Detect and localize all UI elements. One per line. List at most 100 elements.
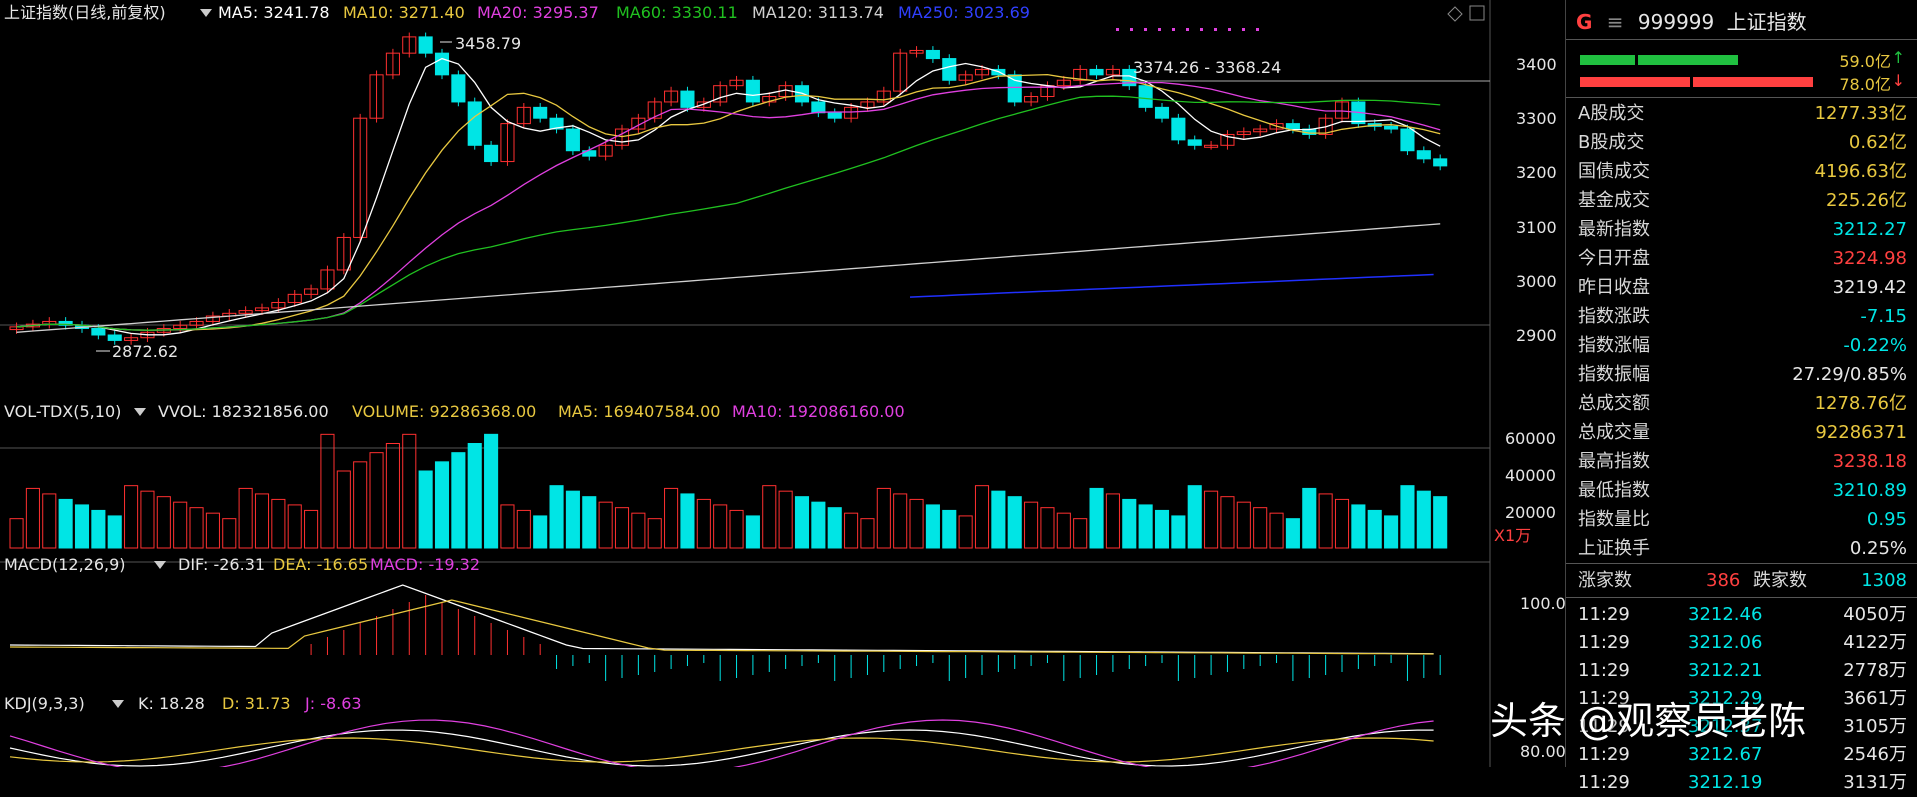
candle-body <box>107 334 122 341</box>
volume-bar <box>1400 485 1415 549</box>
range-annotation: 3374.26 - 3368.24 <box>1133 58 1281 77</box>
stat-label: 总成交额 <box>1578 393 1650 414</box>
volume-bar <box>1171 515 1186 549</box>
volume-bar <box>811 501 826 549</box>
volume-bar <box>484 433 499 549</box>
kdj-dropdown-icon[interactable] <box>112 700 124 708</box>
volume-bar <box>614 507 630 549</box>
y-tick-3000: 3000 <box>1516 272 1557 291</box>
diamond-icon[interactable] <box>1447 6 1463 22</box>
candle-body <box>320 269 335 290</box>
buy-bar-1 <box>1580 55 1635 65</box>
stat-value: 0.25% <box>1849 538 1907 559</box>
kline-chart-area[interactable]: 上证指数(日线,前复权) MA5: 3241.78 MA10: 3271.40 … <box>0 0 1565 767</box>
tick-amount: 2546万 <box>1843 744 1907 765</box>
tick-amount: 4050万 <box>1843 604 1907 625</box>
tick-price: 3212.37 <box>1688 716 1763 737</box>
stat-row: 总成交额 1278.76亿 <box>1578 390 1907 418</box>
tick-row: 11:29 3212.46 4050万 <box>1578 601 1907 629</box>
j-label: J: -8.63 <box>304 694 362 713</box>
candle-body <box>58 320 73 326</box>
volume-label: VOLUME: 92286368.00 <box>352 402 536 421</box>
index-name: 上证指数 <box>1726 10 1807 34</box>
sell-bar-1 <box>1580 77 1690 87</box>
candle-body <box>304 288 319 295</box>
marker-dot <box>1214 28 1217 31</box>
volume-bar <box>74 504 90 549</box>
stat-value: 1277.33亿 <box>1814 103 1907 124</box>
vvol-label: VVOL: 182321856.00 <box>158 402 329 421</box>
volume-bar <box>1384 515 1399 549</box>
volume-bar <box>451 452 466 549</box>
vol-unit: X1万 <box>1494 526 1531 545</box>
macd-dropdown-icon[interactable] <box>154 561 166 569</box>
volume-bar <box>9 518 24 549</box>
candle-body <box>91 327 106 336</box>
volume-bar <box>107 515 122 549</box>
tick-price: 3212.21 <box>1688 660 1763 681</box>
down-count-label: 跌家数 <box>1753 570 1807 591</box>
vol-ma10-label: MA10: 192086160.00 <box>732 402 905 421</box>
buy-bar-2 <box>1638 55 1738 65</box>
volume-bar <box>500 504 515 549</box>
candle-body <box>745 79 760 103</box>
vol-y-tick-20000: 20000 <box>1505 503 1556 522</box>
candle-body <box>1269 123 1284 130</box>
volume-bar <box>1220 496 1235 549</box>
stat-value: 3219.42 <box>1832 277 1907 298</box>
y-tick-3200: 3200 <box>1516 163 1557 182</box>
volume-bar <box>925 504 940 549</box>
candle-body <box>238 310 253 314</box>
stat-row: 指数涨跌 -7.15 <box>1578 303 1907 331</box>
candle-body <box>1089 68 1104 76</box>
volume-bar <box>369 452 384 549</box>
candlestick-series <box>9 32 1448 345</box>
ma20-line <box>16 81 1441 331</box>
candle-body <box>418 36 433 54</box>
candle-body <box>353 117 368 238</box>
candle-body <box>549 117 564 130</box>
dropdown-icon[interactable] <box>200 9 212 17</box>
volume-bar <box>778 490 793 549</box>
marker-dot <box>1256 28 1259 31</box>
marker-dot <box>1130 28 1133 31</box>
tick-price: 3212.46 <box>1688 604 1763 625</box>
main-chart-title: 上证指数(日线,前复权) <box>4 3 166 22</box>
vol-dropdown-icon[interactable] <box>134 408 146 416</box>
volume-bar <box>42 493 57 549</box>
y-tick-3300: 3300 <box>1516 109 1557 128</box>
vol-title: VOL-TDX(5,10) <box>4 402 121 421</box>
volume-bar <box>893 493 908 549</box>
volume-bar <box>991 490 1006 549</box>
kdj-title: KDJ(9,3,3) <box>4 694 85 713</box>
ma20-label: MA20: 3295.37 <box>477 3 599 22</box>
volume-bar <box>860 518 875 549</box>
candle-body <box>1285 123 1300 130</box>
candle-body <box>893 52 908 92</box>
kdj-y-tick: 80.00 <box>1520 742 1565 761</box>
sell-bar-2 <box>1693 77 1813 87</box>
menu-icon[interactable]: ≡ <box>1606 10 1624 34</box>
ma120-label: MA120: 3113.74 <box>752 3 884 22</box>
candle-body <box>1253 128 1268 133</box>
candle-body <box>1400 128 1415 152</box>
tick-price: 3212.06 <box>1688 632 1763 653</box>
candle-body <box>467 101 482 146</box>
tick-row: 11:29 3212.21 2778万 <box>1578 657 1907 685</box>
tick-time: 11:29 <box>1578 660 1630 681</box>
candle-body <box>1171 117 1186 141</box>
volume-bar <box>664 487 679 549</box>
chart-canvas[interactable]: 上证指数(日线,前复权) MA5: 3241.78 MA10: 3271.40 … <box>0 0 1565 767</box>
tick-price: 3212.29 <box>1688 688 1763 709</box>
volume-bar <box>1433 496 1448 549</box>
maximize-icon[interactable] <box>1469 5 1485 21</box>
candle-body <box>876 90 891 103</box>
volume-bar <box>582 496 597 549</box>
candle-body <box>254 307 270 312</box>
candle-body <box>1384 125 1399 130</box>
volume-bar <box>124 485 139 549</box>
tick-price: 3212.67 <box>1688 744 1763 765</box>
stat-label: 国债成交 <box>1578 161 1650 182</box>
volume-bar <box>1253 507 1268 549</box>
tick-amount: 4122万 <box>1843 632 1907 653</box>
